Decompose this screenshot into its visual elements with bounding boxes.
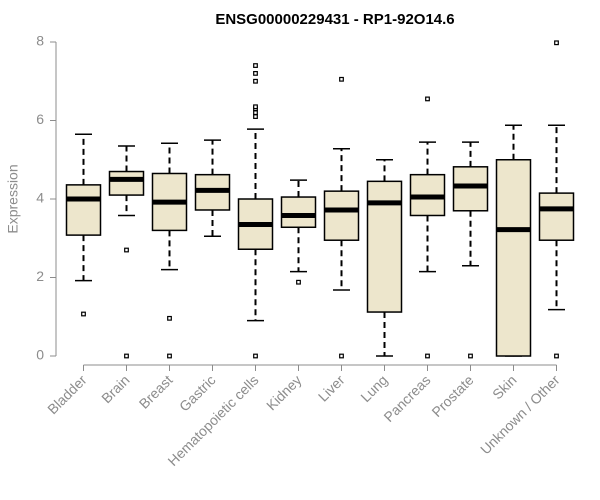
box-gastric: [194, 139, 231, 238]
y-tick-label: 4: [36, 190, 44, 206]
outlier-point: [81, 311, 86, 317]
outlier-point: [124, 247, 129, 253]
outlier-point: [167, 353, 172, 359]
box-body: [65, 184, 102, 236]
outlier-point: [253, 353, 258, 359]
outlier-point: [167, 315, 172, 321]
outlier-point: [554, 40, 559, 46]
y-tick-label: 2: [36, 268, 44, 284]
box-kidney: [280, 179, 317, 285]
boxes-group: [65, 40, 575, 359]
outlier-point: [425, 353, 430, 359]
chart-title: ENSG00000229431 - RP1-92O14.6: [215, 11, 454, 28]
box-bladder: [65, 133, 102, 317]
box-body: [108, 170, 145, 196]
outlier-point: [468, 353, 473, 359]
box-brain: [108, 145, 145, 359]
y-tick-label: 6: [36, 111, 44, 127]
box-prostate: [452, 141, 489, 359]
x-tick-label: Prostate: [428, 372, 476, 420]
outlier-point: [339, 353, 344, 359]
box-body: [452, 166, 489, 212]
box-unknown-other: [538, 40, 575, 359]
box-liver: [323, 76, 360, 359]
outlier-point: [425, 96, 430, 102]
box-body: [280, 196, 317, 229]
x-tick-label: Lung: [357, 372, 390, 405]
box-pancreas: [409, 96, 446, 359]
x-tick-label: Pancreas: [380, 372, 433, 425]
outlier-point: [339, 76, 344, 82]
outlier-point: [253, 70, 258, 76]
box-breast: [151, 142, 188, 359]
outlier-point: [296, 279, 301, 285]
outlier-point: [253, 110, 258, 116]
y-tick-label: 8: [36, 33, 44, 49]
x-tick-label: Breast: [136, 372, 176, 412]
box-lung: [366, 159, 403, 357]
x-tick-label: Unknown / Other: [477, 372, 563, 458]
outlier-point: [253, 104, 258, 110]
x-tick-label: Gastric: [176, 372, 219, 415]
box-body: [538, 192, 575, 241]
box-skin: [495, 124, 532, 357]
y-axis-label: Expression: [5, 164, 21, 233]
x-tick-label: Skin: [489, 372, 520, 403]
x-tick-label: Kidney: [263, 372, 305, 414]
box-hematopoietic-cells: [237, 63, 274, 359]
outlier-point: [253, 78, 258, 84]
y-tick-label: 0: [36, 347, 44, 363]
outlier-point: [124, 353, 129, 359]
outlier-point: [253, 114, 258, 119]
outlier-point: [554, 353, 559, 359]
box-body: [323, 190, 360, 241]
x-tick-label: Liver: [315, 372, 348, 405]
x-tick-label: Brain: [98, 372, 132, 406]
x-tick-label: Bladder: [44, 372, 90, 418]
outlier-point: [253, 63, 258, 68]
y-axis: 0 2 4 6 8: [36, 33, 57, 363]
box-body: [495, 159, 532, 357]
